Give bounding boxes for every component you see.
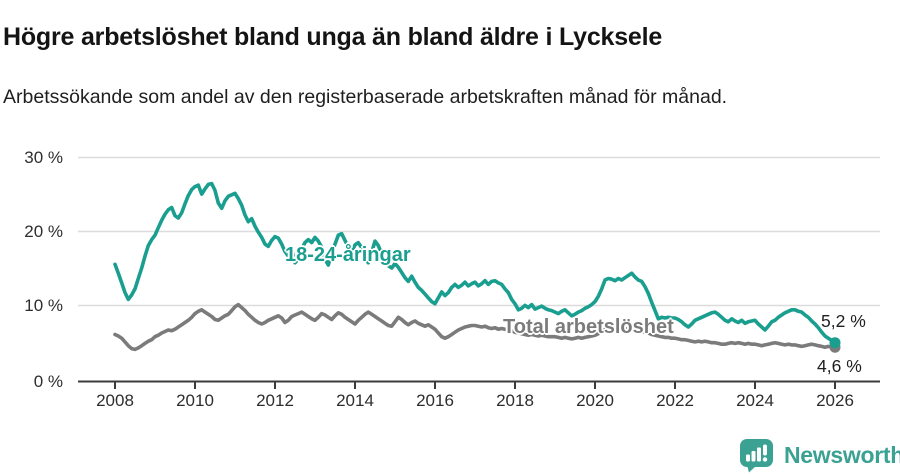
x-tick-2008: 2008 [96, 391, 134, 410]
x-tick-2024: 2024 [736, 391, 774, 410]
end-value-total: 4,6 % [817, 356, 862, 376]
x-tick-2018: 2018 [496, 391, 534, 410]
y-tick-10: 10 % [24, 296, 63, 315]
series-label-youth: 18-24-åringar [285, 244, 411, 266]
newsworthy-barchart-icon [740, 439, 773, 473]
series-dot-0 [829, 337, 841, 349]
x-tick-2012: 2012 [256, 391, 294, 410]
x-tick-2014: 2014 [336, 391, 374, 410]
series-line-0 [113, 181, 837, 345]
y-tick-0: 0 % [33, 372, 63, 391]
chart-subtitle: Arbetssökande som andel av den registerb… [3, 85, 728, 108]
x-tick-2022: 2022 [656, 391, 694, 410]
y-tick-30: 30 % [24, 148, 63, 167]
x-axis-tickmarks [114, 381, 836, 389]
y-tick-20: 20 % [24, 222, 63, 241]
x-tick-2020: 2020 [576, 391, 614, 410]
series-label-total: Total arbetslöshet [503, 316, 674, 338]
x-tick-2026: 2026 [816, 391, 854, 410]
x-tick-2016: 2016 [416, 391, 454, 410]
x-tick-2010: 2010 [176, 391, 214, 410]
series-line-1 [113, 302, 837, 352]
newsworthy-logo: Newsworthy [738, 438, 900, 473]
page-title: Högre arbetslöshet bland unga än bland ä… [3, 22, 663, 51]
brand-name: Newsworthy [784, 442, 900, 468]
end-value-youth: 5,2 % [821, 311, 866, 331]
